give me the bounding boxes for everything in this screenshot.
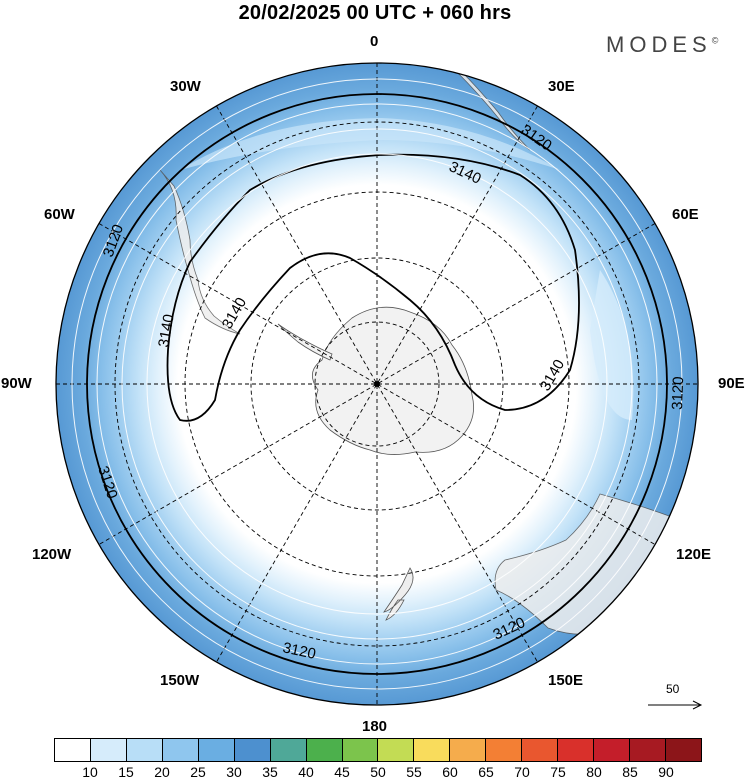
colorbar-swatch (234, 739, 271, 761)
colorbar-swatch (342, 739, 379, 761)
reference-vector-label: 50 (666, 682, 680, 696)
brand-logo: MODES© (606, 32, 718, 58)
contour-3120 (86, 93, 668, 675)
colorbar-swatch (450, 739, 487, 761)
lon-label-180: 180 (362, 718, 388, 735)
lon-label-150w: 150W (160, 672, 200, 689)
wind-streamline (96, 103, 658, 665)
colorbar-tick-label: 55 (406, 764, 422, 780)
lon-label-90w: 90W (1, 375, 32, 392)
lon-label-150e: 150E (548, 672, 584, 689)
lon-label-120e: 120E (676, 546, 712, 563)
polar-map: 3120 3140 3140 3140 3140 3120 3120 3120 … (55, 62, 699, 706)
wind-streamline (121, 128, 633, 640)
colorbar-swatch (594, 739, 630, 761)
lon-label-60e: 60E (672, 206, 699, 223)
colorbar-tick-label: 30 (226, 764, 242, 780)
wind-streamline (146, 153, 608, 615)
brand-name: MODES (606, 32, 712, 57)
colorbar-tick-label: 70 (514, 764, 530, 780)
colorbar-swatch (90, 739, 127, 761)
colorbar-swatch (198, 739, 235, 761)
colorbar-tick-label: 15 (118, 764, 134, 780)
colorbar-swatch (162, 739, 199, 761)
antarctic-peninsula (277, 323, 333, 361)
lon-label-30w: 30W (170, 78, 201, 95)
colorbar-swatch (558, 739, 595, 761)
wind-vectors (71, 78, 683, 690)
contour-3140-outer (166, 153, 580, 422)
colorbar-swatch (414, 739, 451, 761)
colorbar-swatch (665, 739, 701, 761)
colorbar-swatch (486, 739, 523, 761)
wind-speed-patch (180, 118, 560, 170)
colorbar (54, 738, 702, 762)
contour-label: 3120 (669, 376, 687, 410)
colorbar-swatch (522, 739, 559, 761)
map-title: 20/02/2025 00 UTC + 060 hrs (238, 2, 512, 24)
colorbar-tick-label: 90 (658, 764, 674, 780)
map-boundary (55, 62, 699, 706)
lon-label-90e: 90E (718, 375, 745, 392)
meridian-grid (56, 63, 698, 705)
colorbar-tick-label: 65 (478, 764, 494, 780)
colorbar-tick-label: 25 (190, 764, 206, 780)
lon-label-30e: 30E (548, 78, 575, 95)
reference-vector: 50 (646, 682, 706, 712)
colorbar-tick-label: 85 (622, 764, 638, 780)
latitude-circle (314, 321, 440, 447)
lon-label-60w: 60W (44, 206, 75, 223)
colorbar-tick-label: 45 (334, 764, 350, 780)
colorbar-tick-label: 35 (262, 764, 278, 780)
antarctica-landmass (312, 306, 475, 455)
colorbar-swatch (270, 739, 307, 761)
meridian-line (98, 223, 656, 545)
meridian-line (216, 105, 538, 663)
colorbar-swatch (126, 739, 163, 761)
new-zealand-landmass (383, 567, 414, 621)
colorbar-swatch (378, 739, 415, 761)
colorbar-tick-label: 20 (154, 764, 170, 780)
meridian-line (98, 223, 656, 545)
height-contours (86, 93, 668, 675)
latitude-circle (250, 257, 504, 511)
colorbar-tick-label: 40 (298, 764, 314, 780)
colorbar-tick-label: 80 (586, 764, 602, 780)
wind-streamline (71, 78, 683, 690)
meridian-line (216, 105, 538, 663)
wind-speed-patch (590, 270, 634, 420)
copyright-mark: © (711, 35, 719, 46)
colorbar-tick-label: 75 (550, 764, 566, 780)
south-pole-marker (374, 381, 380, 387)
contour-label: 3120 (281, 639, 317, 663)
colorbar-swatch (306, 739, 343, 761)
contour-label: 3140 (155, 313, 178, 349)
colorbar-tick-label: 50 (370, 764, 386, 780)
lon-label-0: 0 (370, 33, 379, 50)
colorbar-tick-label: 60 (442, 764, 458, 780)
lon-label-120w: 120W (32, 546, 72, 563)
colorbar-tick-label: 10 (82, 764, 98, 780)
colorbar-swatch (630, 739, 666, 761)
colorbar-ticks: 10 15 20 25 30 35 40 45 50 55 60 65 70 75 80 85 90 (54, 764, 702, 782)
colorbar-swatch (55, 739, 91, 761)
